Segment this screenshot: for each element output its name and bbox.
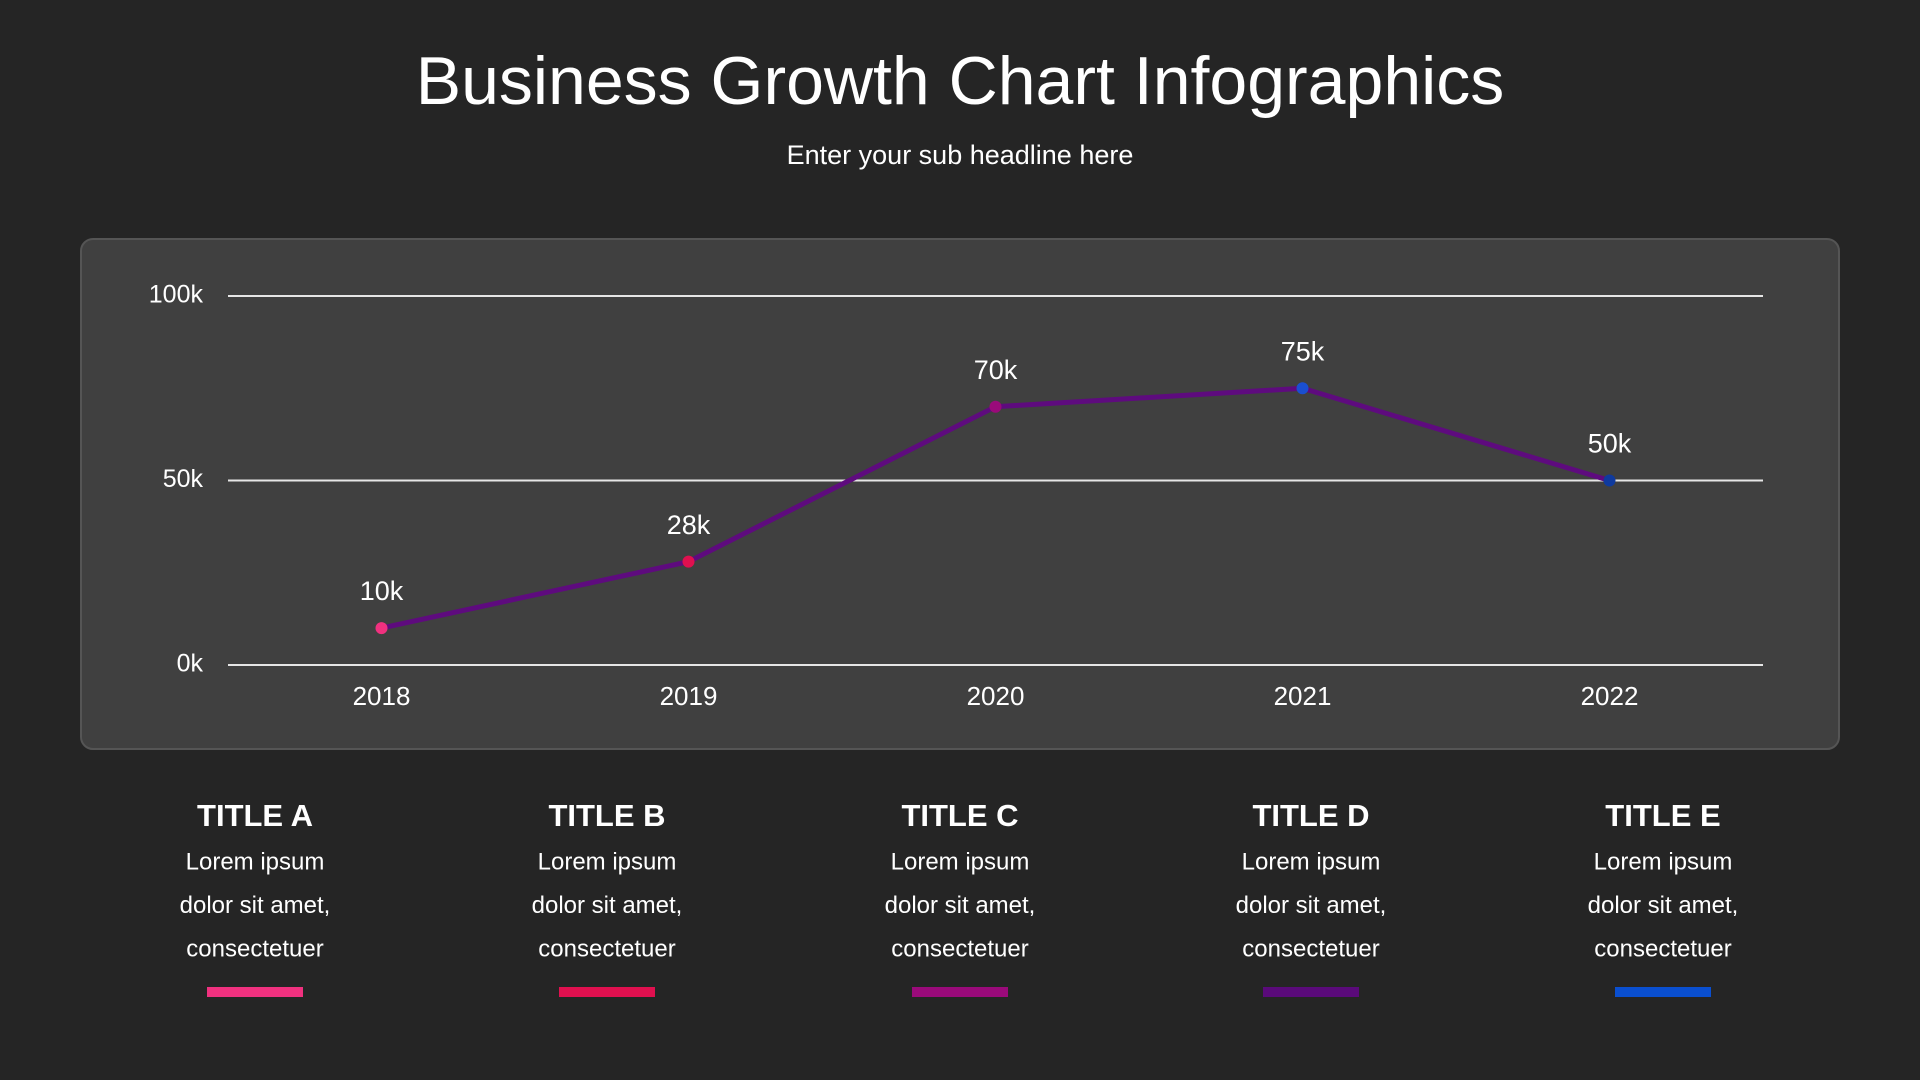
y-tick-label: 0k xyxy=(177,650,204,678)
card-text: Lorem ipsum xyxy=(1242,848,1381,875)
card-title: TITLE D xyxy=(1252,798,1369,833)
y-tick-label: 50k xyxy=(163,465,204,493)
card-accent xyxy=(207,987,303,997)
data-label: 70k xyxy=(974,355,1018,385)
card-text: consectetuer xyxy=(186,935,323,962)
card-text: consectetuer xyxy=(891,935,1028,962)
chart-panel xyxy=(80,238,1840,750)
card-text: dolor sit amet, xyxy=(532,892,683,919)
chart-subtitle: Enter your sub headline here xyxy=(787,140,1134,170)
card-text: Lorem ipsum xyxy=(891,848,1030,875)
data-label: 10k xyxy=(360,576,404,606)
card-text: consectetuer xyxy=(538,935,675,962)
card-text: Lorem ipsum xyxy=(186,848,325,875)
card-text: consectetuer xyxy=(1242,935,1379,962)
card-title: TITLE B xyxy=(548,798,665,833)
data-point xyxy=(375,622,388,635)
card-text: Lorem ipsum xyxy=(538,848,677,875)
card-text: Lorem ipsum xyxy=(1594,848,1733,875)
data-label: 28k xyxy=(667,510,711,540)
data-point xyxy=(1603,474,1616,487)
card-text: dolor sit amet, xyxy=(1588,892,1739,919)
card-accent xyxy=(559,987,655,997)
card-title: TITLE A xyxy=(197,798,313,833)
card-title: TITLE C xyxy=(901,798,1018,833)
card-accent xyxy=(1615,987,1711,997)
x-tick-label: 2018 xyxy=(353,681,411,711)
card-accent xyxy=(1263,987,1359,997)
x-tick-label: 2019 xyxy=(660,681,718,711)
y-tick-label: 100k xyxy=(149,281,204,309)
card-text: dolor sit amet, xyxy=(1236,892,1387,919)
data-point xyxy=(1296,382,1309,395)
card-text: consectetuer xyxy=(1594,935,1731,962)
chart-title: Business Growth Chart Infographics xyxy=(416,43,1505,119)
x-tick-label: 2022 xyxy=(1581,681,1639,711)
x-tick-label: 2020 xyxy=(967,681,1025,711)
data-label: 75k xyxy=(1281,336,1325,366)
data-point xyxy=(989,400,1002,413)
card-title: TITLE E xyxy=(1605,798,1720,833)
data-point xyxy=(682,555,695,568)
data-label: 50k xyxy=(1588,429,1632,459)
card-text: dolor sit amet, xyxy=(885,892,1036,919)
card-accent xyxy=(912,987,1008,997)
card-text: dolor sit amet, xyxy=(180,892,331,919)
x-tick-label: 2021 xyxy=(1274,681,1332,711)
